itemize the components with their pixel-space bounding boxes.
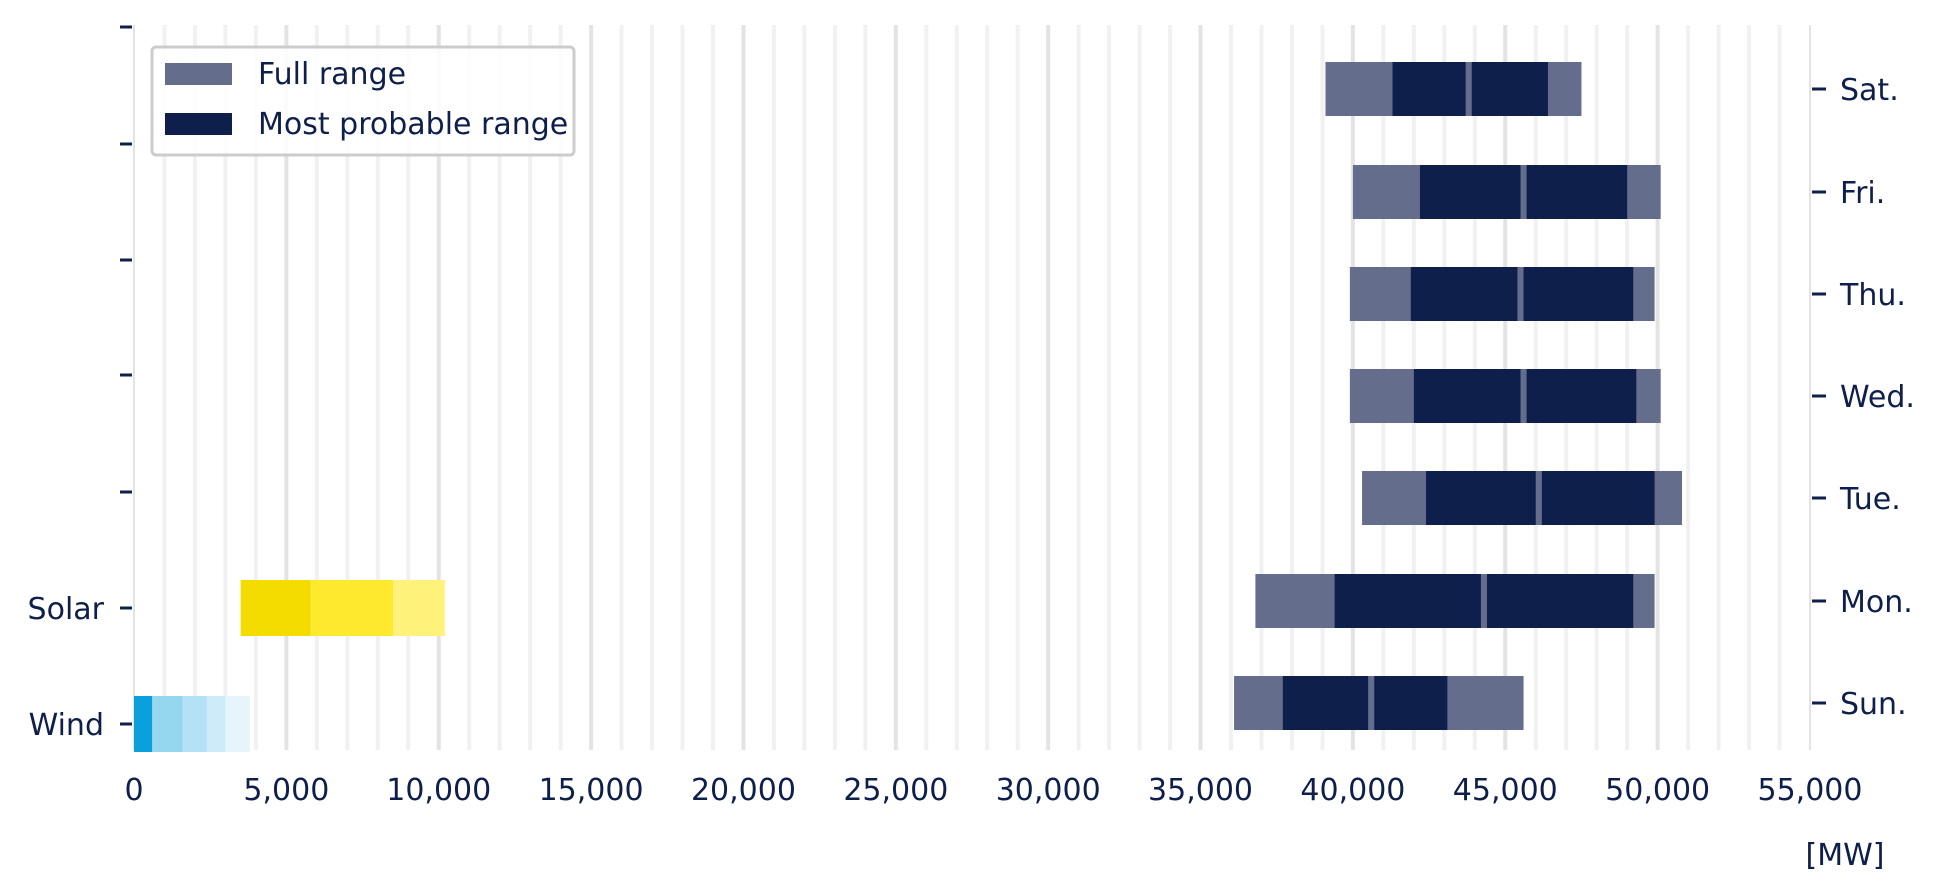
solar-segment-bar (393, 580, 445, 636)
x-tick-label: 45,000 (1453, 773, 1558, 808)
probable-range-bar-sun (1282, 676, 1369, 730)
bars-layer (134, 62, 1683, 752)
wind-segment-bar (134, 696, 153, 752)
wind-segment-bar (152, 696, 183, 752)
x-tick-label: 50,000 (1605, 773, 1710, 808)
probable-range-bar-tue (1541, 471, 1655, 525)
x-tick-label: 5,000 (243, 773, 329, 808)
probable-range-bar-fri (1526, 165, 1628, 219)
wind-segment-bar (207, 696, 226, 752)
axes-layer: 0 5,000 10,000 15,000 20,000 25,000 30,000 35,0… (28, 25, 1915, 808)
legend-swatch-full-range (165, 63, 232, 85)
probable-range-bar-sat (1471, 62, 1548, 116)
x-tick-label: 40,000 (1300, 773, 1405, 808)
right-axis-label-day: Sun. (1840, 687, 1907, 722)
x-tick-label: 15,000 (539, 773, 644, 808)
right-axis-label-day: Mon. (1840, 585, 1913, 620)
legend-label-most-probable-range: Most probable range (258, 107, 568, 142)
x-tick-label: 0 (124, 773, 143, 808)
left-axis-label-wind: Wind (29, 708, 104, 743)
legend-label-full-range: Full range (258, 57, 406, 92)
probable-range-bar-thu (1410, 267, 1518, 321)
x-tick-label: 20,000 (691, 773, 796, 808)
probable-range-bar-fri (1419, 165, 1521, 219)
probable-range-bar-tue (1426, 471, 1536, 525)
probable-range-bar-sat (1392, 62, 1466, 116)
x-tick-label: 35,000 (1148, 773, 1253, 808)
probable-range-bar-mon (1486, 574, 1634, 628)
x-tick-label: 25,000 (843, 773, 948, 808)
x-tick-label: 10,000 (386, 773, 491, 808)
right-axis-label-day: Tue. (1839, 482, 1901, 517)
legend-box (150, 45, 576, 157)
legend: Full range Most probable range (150, 45, 576, 157)
right-axis-label-day: Wed. (1840, 380, 1915, 415)
solar-segment-bar (310, 580, 394, 636)
left-axis-label-solar: Solar (28, 592, 105, 627)
probable-range-bar-wed (1526, 369, 1637, 423)
right-axis-label-day: Fri. (1840, 176, 1885, 211)
probable-range-bar-mon (1334, 574, 1481, 628)
probable-range-bar-thu (1523, 267, 1634, 321)
wind-segment-bar (182, 696, 208, 752)
solar-segment-bar (240, 580, 311, 636)
x-unit-label: [MW] (1806, 838, 1885, 873)
wind-segment-bar (225, 696, 250, 752)
x-tick-label: 30,000 (996, 773, 1101, 808)
x-tick-label: 55,000 (1758, 773, 1863, 808)
right-axis-label-day: Sat. (1840, 73, 1899, 108)
legend-swatch-most-probable-range (165, 113, 232, 135)
right-axis-label-day: Thu. (1839, 278, 1906, 313)
probable-range-bar-sun (1374, 676, 1448, 730)
probable-range-bar-wed (1413, 369, 1521, 423)
